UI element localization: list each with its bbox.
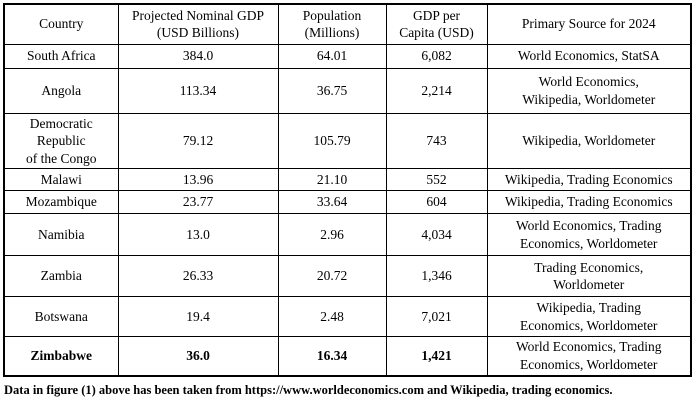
cell-gdp: 36.0 — [117, 336, 279, 377]
cell-gdp: 113.34 — [117, 67, 279, 114]
table-row-namibia: Namibia 13.0 2.96 4,034 World Economics,… — [3, 213, 692, 257]
cell-gdp: 19.4 — [117, 296, 279, 338]
cell-source: World Economics, StatSA — [486, 43, 692, 69]
table-row-drc: Democratic Republic of the Congo 79.12 1… — [3, 112, 692, 170]
table-row-south-africa: South Africa 384.0 64.01 6,082 World Eco… — [3, 43, 692, 69]
cell-source: World Economics, Wikipedia, Worldometer — [486, 67, 692, 114]
cell-gdp-per-capita: 1,346 — [385, 255, 488, 298]
cell-country: Namibia — [3, 213, 119, 257]
cell-gdp-per-capita: 2,214 — [385, 67, 488, 114]
cell-population: 64.01 — [277, 43, 387, 69]
cell-country: Zambia — [3, 255, 119, 298]
table-row-zambia: Zambia 26.33 20.72 1,346 Trading Economi… — [3, 255, 692, 298]
table-header-row: Country Projected Nominal GDP (USD Billi… — [3, 3, 692, 45]
cell-gdp-per-capita: 4,034 — [385, 213, 488, 257]
source-note: Data in figure (1) above has been taken … — [4, 383, 613, 397]
column-header-country: Country — [3, 3, 119, 45]
cell-country: Zimbabwe — [3, 336, 119, 377]
cell-gdp-per-capita: 6,082 — [385, 43, 488, 69]
column-header-gdp-per-capita: GDP per Capita (USD) — [385, 3, 488, 45]
cell-country: Mozambique — [3, 190, 119, 215]
cell-country: Malawi — [3, 168, 119, 192]
cell-source: World Economics, Trading Economics, Worl… — [486, 213, 692, 257]
cell-gdp: 79.12 — [117, 112, 279, 170]
cell-gdp-per-capita: 552 — [385, 168, 488, 192]
cell-gdp-per-capita: 1,421 — [385, 336, 488, 377]
cell-gdp: 23.77 — [117, 190, 279, 215]
cell-gdp: 13.0 — [117, 213, 279, 257]
cell-gdp-per-capita: 604 — [385, 190, 488, 215]
cell-gdp-per-capita: 743 — [385, 112, 488, 170]
cell-country: Botswana — [3, 296, 119, 338]
cell-population: 2.48 — [277, 296, 387, 338]
cell-source: Wikipedia, Trading Economics — [486, 190, 692, 215]
cell-population: 20.72 — [277, 255, 387, 298]
column-header-population: Population (Millions) — [277, 3, 387, 45]
cell-population: 105.79 — [277, 112, 387, 170]
table-row-angola: Angola 113.34 36.75 2,214 World Economic… — [3, 67, 692, 114]
column-header-gdp: Projected Nominal GDP (USD Billions) — [117, 3, 279, 45]
cell-source: Trading Economics, Worldometer — [486, 255, 692, 298]
cell-country: South Africa — [3, 43, 119, 69]
cell-source: Wikipedia, Trading Economics — [486, 168, 692, 192]
table-row-mozambique: Mozambique 23.77 33.64 604 Wikipedia, Tr… — [3, 190, 692, 215]
cell-population: 2.96 — [277, 213, 387, 257]
cell-gdp: 384.0 — [117, 43, 279, 69]
cell-population: 33.64 — [277, 190, 387, 215]
cell-country: Angola — [3, 67, 119, 114]
table-row-malawi: Malawi 13.96 21.10 552 Wikipedia, Tradin… — [3, 168, 692, 192]
cell-gdp: 13.96 — [117, 168, 279, 192]
cell-population: 16.34 — [277, 336, 387, 377]
cell-gdp: 26.33 — [117, 255, 279, 298]
cell-gdp-per-capita: 7,021 — [385, 296, 488, 338]
column-header-source: Primary Source for 2024 — [486, 3, 692, 45]
table-row-botswana: Botswana 19.4 2.48 7,021 Wikipedia, Trad… — [3, 296, 692, 338]
gdp-table: Country Projected Nominal GDP (USD Billi… — [3, 3, 692, 377]
cell-population: 21.10 — [277, 168, 387, 192]
table-row-zimbabwe: Zimbabwe 36.0 16.34 1,421 World Economic… — [3, 336, 692, 377]
cell-source: World Economics, Trading Economics, Worl… — [486, 336, 692, 377]
cell-source: Wikipedia, Trading Economics, Worldomete… — [486, 296, 692, 338]
cell-country: Democratic Republic of the Congo — [3, 112, 119, 170]
cell-source: Wikipedia, Worldometer — [486, 112, 692, 170]
cell-population: 36.75 — [277, 67, 387, 114]
